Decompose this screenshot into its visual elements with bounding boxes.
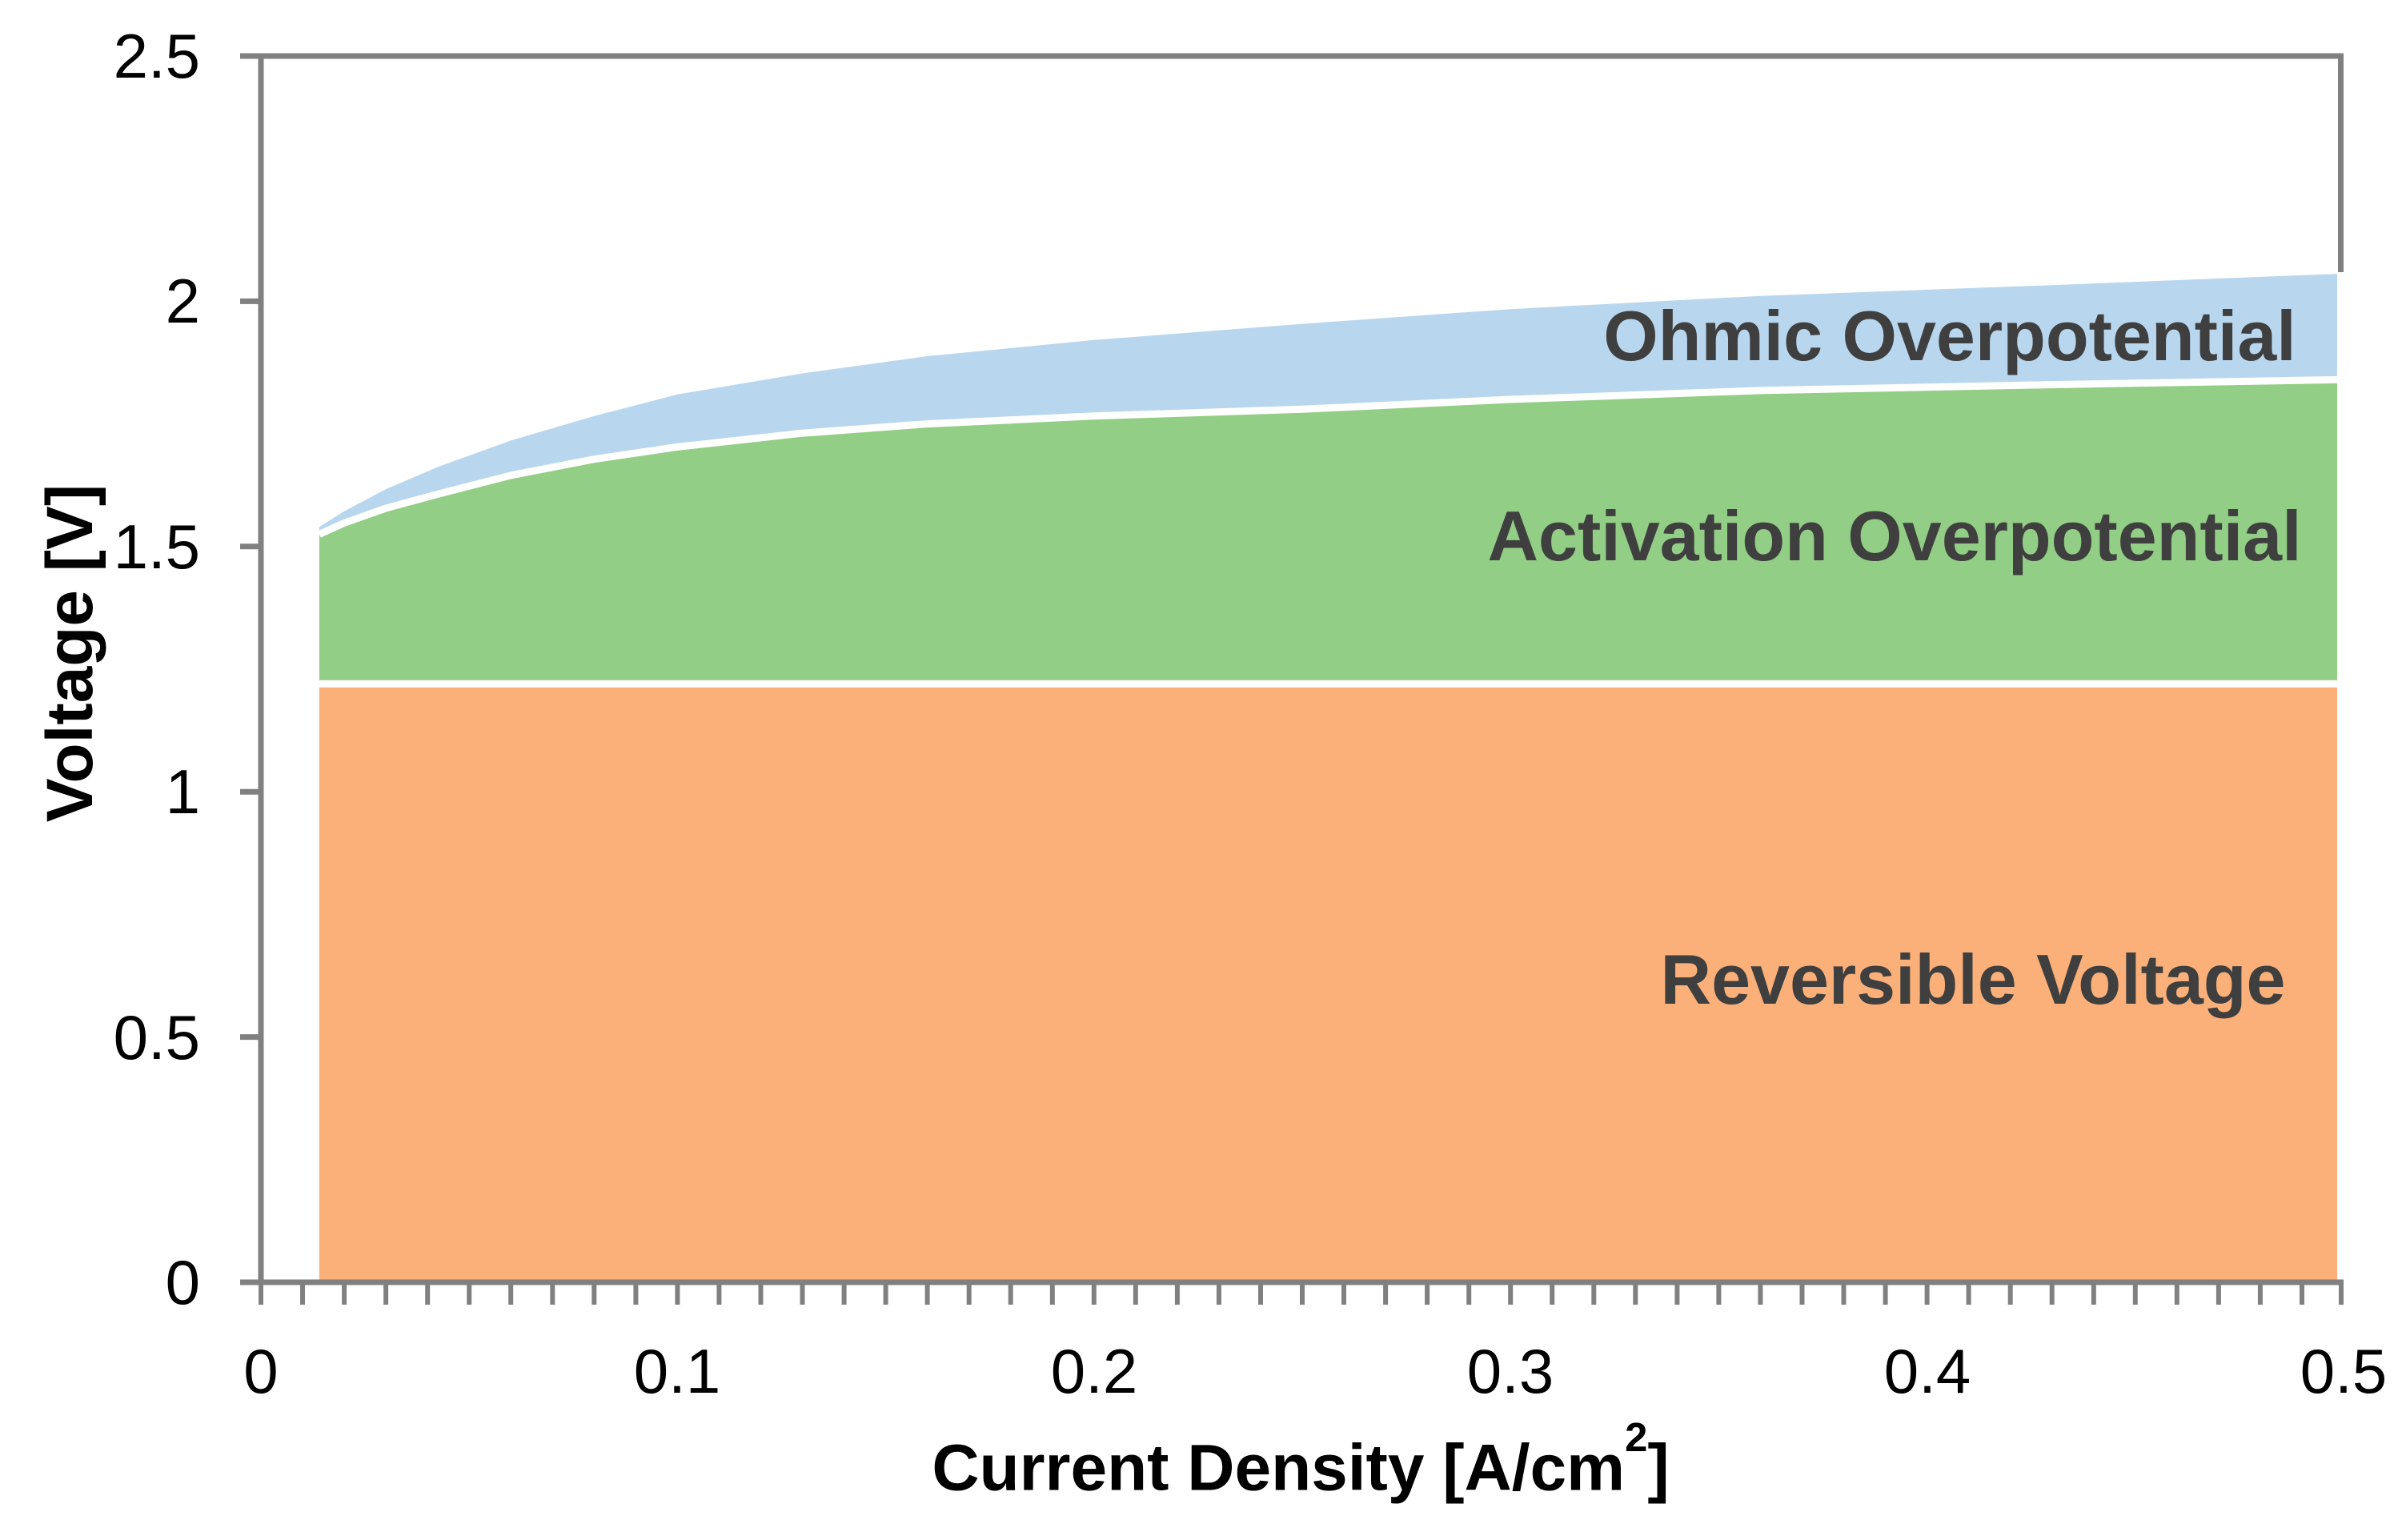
y-tick-label-0: 0	[165, 1247, 200, 1317]
x-tick-label-0.4: 0.4	[1883, 1336, 1971, 1406]
y-tick-label-2: 2	[165, 266, 200, 336]
y-tick-label-1: 1	[165, 756, 200, 827]
series-separator-1	[318, 375, 2338, 538]
x-tick-label-0.2: 0.2	[1050, 1336, 1138, 1406]
x-tick-label-0.5: 0.5	[2300, 1336, 2388, 1406]
area-label-ohmic-overpotential: Ohmic Overpotential	[1603, 295, 2296, 375]
area-label-reversible-voltage: Reversible Voltage	[1660, 939, 2286, 1019]
area-ohmic-overpotential	[319, 274, 2338, 535]
x-axis-title-superscript: 2	[1625, 1414, 1648, 1460]
area-reversible-voltage	[319, 684, 2338, 1282]
area-label-activation-overpotential: Activation Overpotential	[1487, 495, 2302, 575]
x-tick-label-0.1: 0.1	[633, 1336, 721, 1406]
y-tick-label-1.5: 1.5	[113, 511, 200, 582]
area-activation-overpotential	[319, 379, 2338, 684]
x-tick-label-0: 0	[243, 1336, 279, 1406]
x-axis-title-end: ]	[1647, 1431, 1670, 1505]
y-tick-label-0.5: 0.5	[113, 1002, 200, 1073]
x-tick-label-0.3: 0.3	[1466, 1336, 1554, 1406]
y-tick-label-2.5: 2.5	[113, 21, 200, 91]
x-axis-title: Current Density [A/cm2]	[932, 1414, 1670, 1506]
x-axis-title-main: Current Density [A/cm	[932, 1431, 1626, 1505]
